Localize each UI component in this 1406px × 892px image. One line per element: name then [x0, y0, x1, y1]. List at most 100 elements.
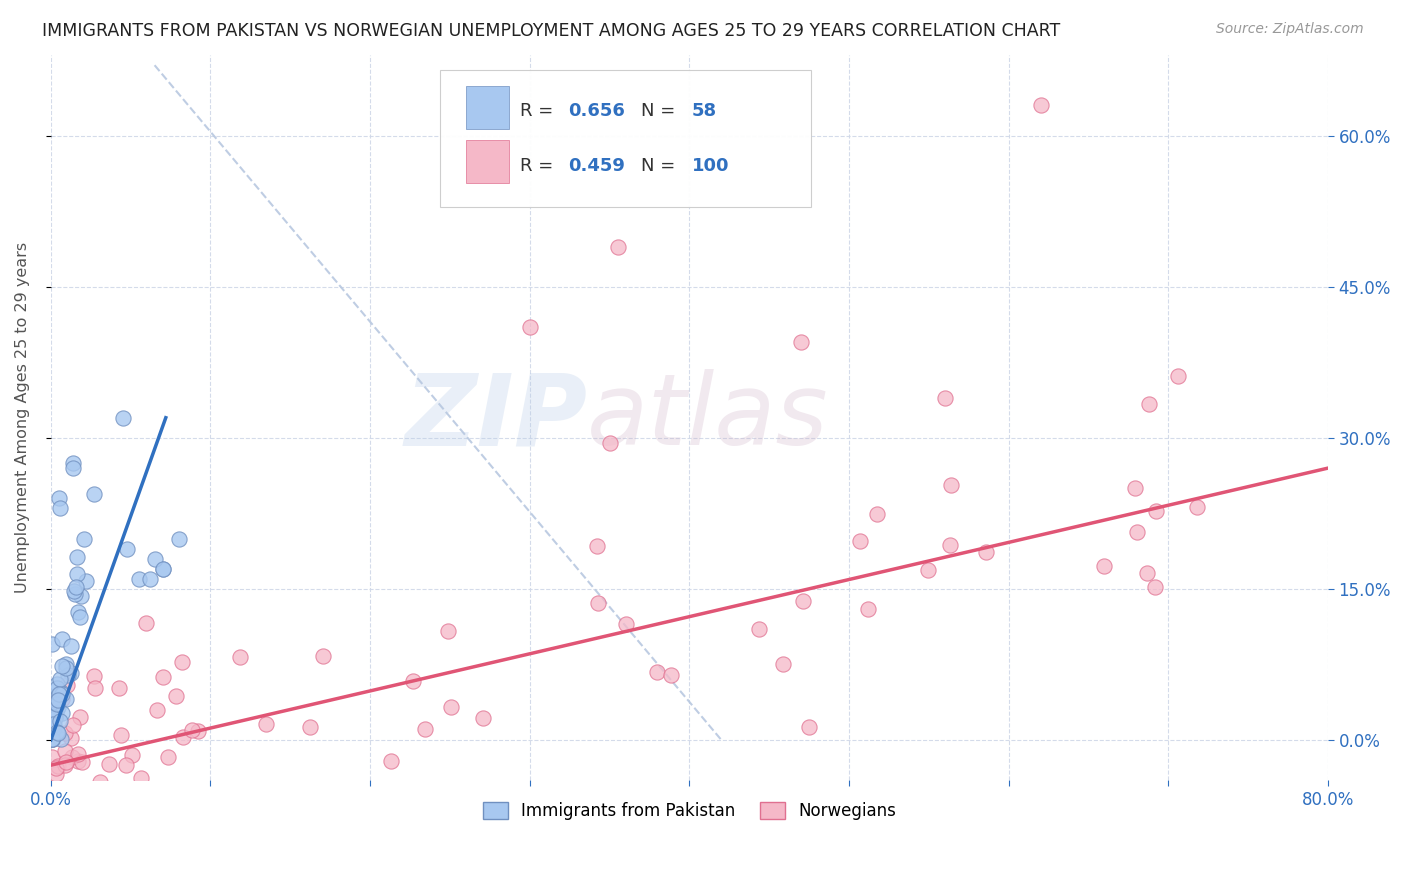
Point — [1144, 503, 1167, 517]
Point — [117, 541, 139, 556]
Point — [48, 687, 70, 701]
Point — [934, 391, 956, 405]
Point — [108, 681, 131, 695]
Point — [586, 539, 609, 553]
Point — [46, 693, 69, 707]
Point — [51, 792, 73, 806]
Point — [172, 730, 194, 744]
Point — [69, 710, 91, 724]
Point — [437, 624, 460, 638]
Point — [48, 491, 70, 506]
Point — [45, 793, 67, 807]
Point — [291, 793, 314, 807]
Point — [66, 550, 89, 565]
Point — [67, 754, 90, 768]
Point — [49, 793, 72, 807]
Point — [48, 700, 70, 714]
Point — [56, 793, 79, 807]
Point — [55, 691, 77, 706]
Text: atlas: atlas — [588, 369, 830, 467]
Point — [772, 657, 794, 671]
Point — [187, 723, 209, 738]
Point — [112, 410, 135, 425]
Point — [941, 478, 963, 492]
Point — [1136, 566, 1159, 580]
Point — [53, 793, 76, 807]
Point — [143, 551, 166, 566]
Y-axis label: Unemployment Among Ages 25 to 29 years: Unemployment Among Ages 25 to 29 years — [15, 242, 30, 593]
Point — [104, 793, 127, 807]
Point — [917, 563, 939, 577]
Point — [89, 775, 111, 789]
Point — [380, 754, 402, 768]
Point — [42, 721, 65, 735]
Point — [1187, 500, 1209, 514]
Point — [49, 793, 72, 807]
Point — [66, 747, 89, 762]
Point — [56, 668, 79, 682]
Point — [152, 670, 174, 684]
Point — [974, 545, 997, 559]
Text: R =: R = — [520, 103, 558, 120]
Point — [41, 749, 63, 764]
Point — [856, 602, 879, 616]
Point — [152, 562, 174, 576]
Point — [73, 793, 96, 807]
Point — [41, 731, 63, 746]
Point — [792, 594, 814, 608]
Point — [181, 723, 204, 738]
Point — [51, 658, 73, 673]
Point — [62, 718, 84, 732]
Point — [75, 574, 97, 588]
Text: IMMIGRANTS FROM PAKISTAN VS NORWEGIAN UNEMPLOYMENT AMONG AGES 25 TO 29 YEARS COR: IMMIGRANTS FROM PAKISTAN VS NORWEGIAN UN… — [42, 22, 1060, 40]
Point — [46, 681, 69, 696]
Point — [152, 562, 174, 576]
Point — [55, 657, 77, 671]
Point — [44, 711, 66, 725]
Point — [135, 615, 157, 630]
Point — [55, 660, 77, 674]
Point — [77, 786, 100, 800]
Point — [45, 706, 67, 721]
Point — [72, 755, 94, 769]
Point — [66, 605, 89, 619]
Point — [41, 698, 63, 712]
Text: N =: N = — [641, 157, 681, 175]
Point — [312, 648, 335, 663]
Point — [46, 793, 69, 807]
Point — [1029, 98, 1052, 112]
Point — [229, 649, 252, 664]
Point — [790, 335, 813, 350]
FancyBboxPatch shape — [465, 140, 509, 183]
Point — [1144, 580, 1167, 594]
Point — [402, 674, 425, 689]
Point — [60, 750, 83, 764]
Point — [849, 534, 872, 549]
Point — [172, 655, 194, 669]
Point — [41, 718, 63, 732]
Point — [65, 580, 87, 594]
Point — [93, 793, 115, 807]
Text: 58: 58 — [692, 103, 717, 120]
FancyBboxPatch shape — [465, 86, 509, 128]
Point — [83, 669, 105, 683]
Point — [519, 320, 541, 334]
Point — [41, 637, 63, 651]
Point — [42, 716, 65, 731]
Point — [46, 697, 69, 711]
Point — [44, 708, 66, 723]
Point — [49, 731, 72, 746]
Point — [69, 609, 91, 624]
Point — [84, 681, 107, 695]
FancyBboxPatch shape — [440, 70, 811, 208]
Point — [41, 699, 63, 714]
Point — [299, 721, 322, 735]
Text: N =: N = — [641, 103, 681, 120]
Text: R =: R = — [520, 157, 558, 175]
Point — [62, 456, 84, 470]
Text: 0.459: 0.459 — [568, 157, 626, 175]
Point — [45, 766, 67, 780]
Point — [193, 793, 215, 807]
Point — [48, 672, 70, 686]
Point — [60, 731, 83, 746]
